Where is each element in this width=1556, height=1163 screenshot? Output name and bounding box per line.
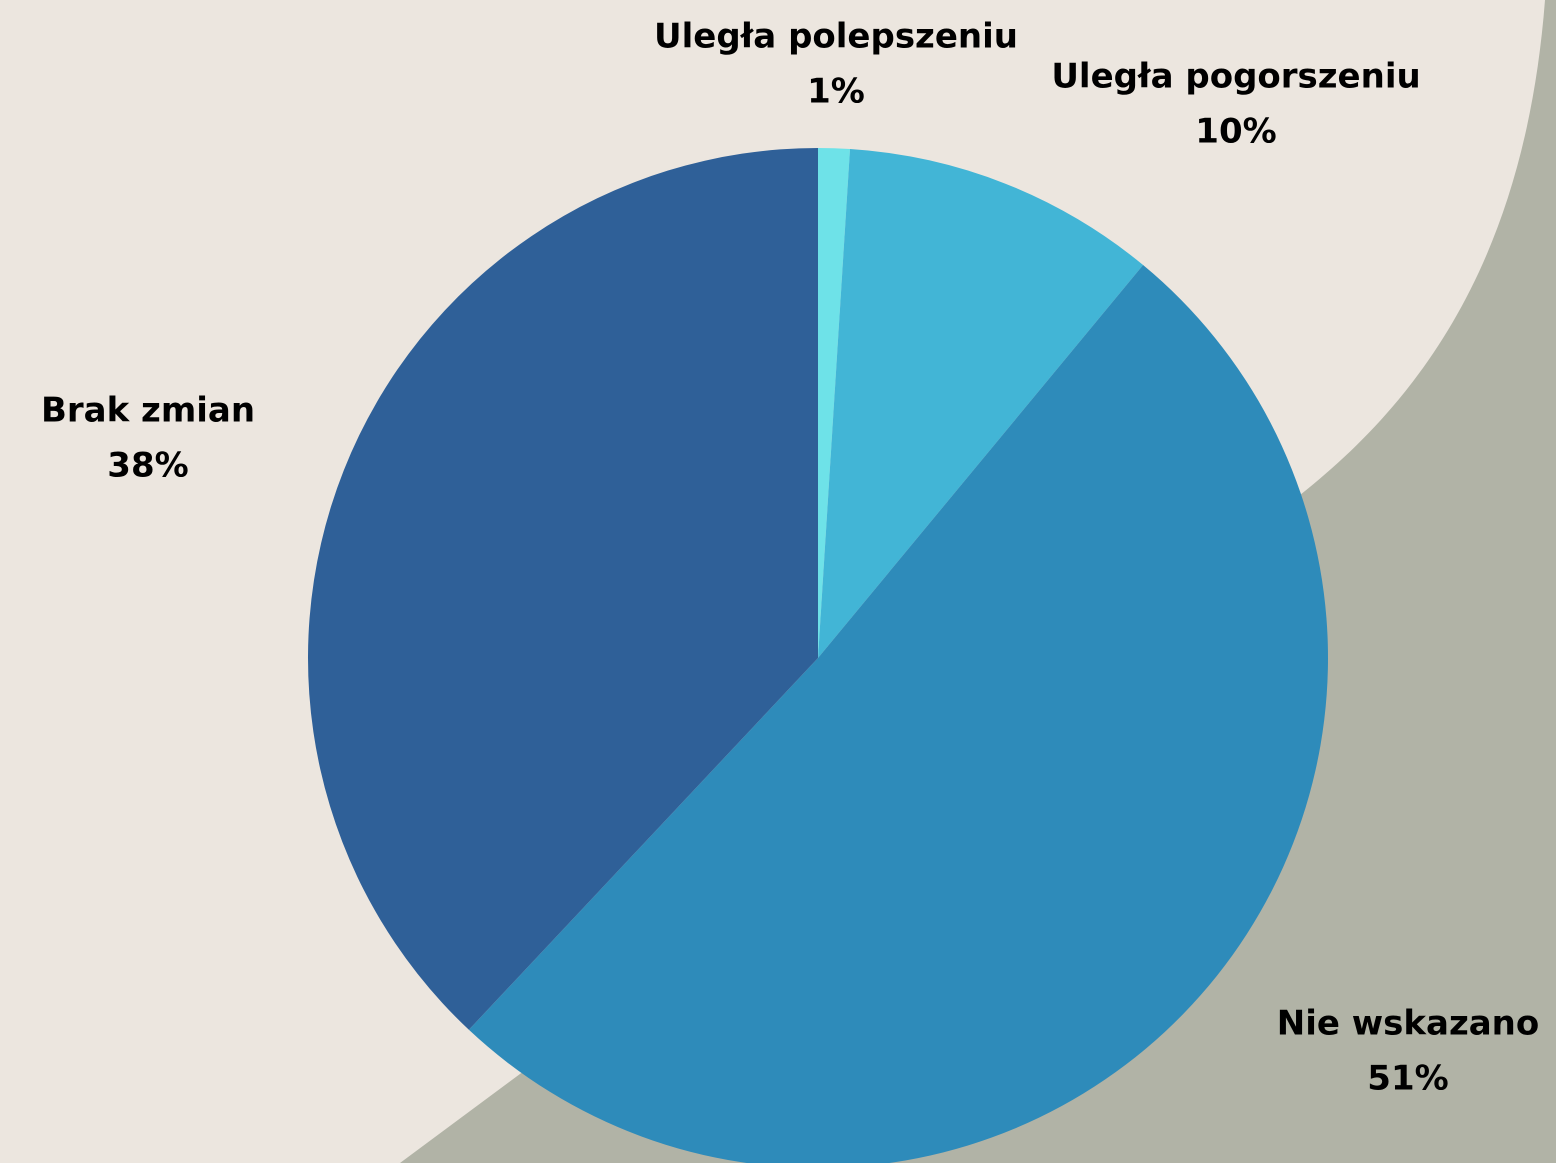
value-label: 10% <box>1195 112 1276 152</box>
slices <box>307 148 1329 1163</box>
slice-label: Uległa polepszeniu <box>654 17 1018 57</box>
slice-label: Uległa pogorszeniu <box>1051 57 1420 97</box>
slice-label: Nie wskazano <box>1277 1004 1540 1044</box>
pie-slice <box>818 149 1144 659</box>
pie-slice <box>818 148 851 658</box>
pie-slice <box>468 265 1329 1163</box>
pie-slice <box>307 148 818 1030</box>
value-label: 1% <box>807 72 865 112</box>
value-label: 51% <box>1367 1059 1448 1099</box>
slice-label: Brak zmian <box>41 391 255 431</box>
labels: Uległa polepszeniu 1% Uległa pogorszeniu 10… <box>41 17 1539 1099</box>
value-label: 38% <box>107 446 188 486</box>
